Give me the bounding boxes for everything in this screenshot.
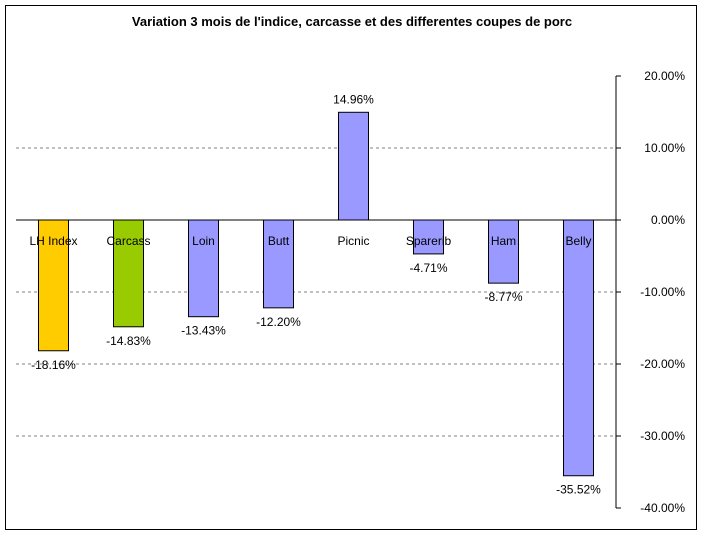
y-tick-label: -20.00% [640, 357, 685, 371]
y-tick-label: 20.00% [644, 69, 685, 83]
data-label: 14.96% [333, 92, 374, 106]
category-label: Ham [491, 234, 516, 248]
y-tick-label: -10.00% [640, 285, 685, 299]
data-label: -8.77% [484, 290, 522, 304]
bar-butt [263, 219, 294, 309]
chart-title: Variation 3 mois de l'indice, carcasse e… [131, 14, 573, 29]
category-label: Loin [192, 234, 215, 248]
category-label: Butt [268, 234, 290, 248]
category-label: LH Index [29, 234, 77, 248]
bar-sparerib [413, 219, 444, 255]
data-label: -18.16% [31, 358, 76, 372]
data-label: -12.20% [256, 315, 301, 329]
category-label: Belly [565, 234, 591, 248]
data-label: -4.71% [409, 261, 447, 275]
y-tick-label: 10.00% [644, 141, 685, 155]
y-tick-label: -30.00% [640, 429, 685, 443]
data-label: -13.43% [181, 324, 226, 338]
y-tick-label: -40.00% [640, 501, 685, 515]
data-label: -14.83% [106, 334, 151, 348]
bar-carcass [113, 219, 144, 328]
y-tick-label: 0.00% [651, 213, 685, 227]
bar-loin [188, 219, 219, 318]
bar-belly [563, 219, 594, 477]
bar-picnic [338, 111, 369, 221]
data-label: -35.52% [556, 483, 601, 497]
category-label: Sparerib [406, 234, 452, 248]
category-label: Picnic [337, 234, 369, 248]
category-label: Carcass [106, 234, 150, 248]
bar-ham [488, 219, 519, 284]
